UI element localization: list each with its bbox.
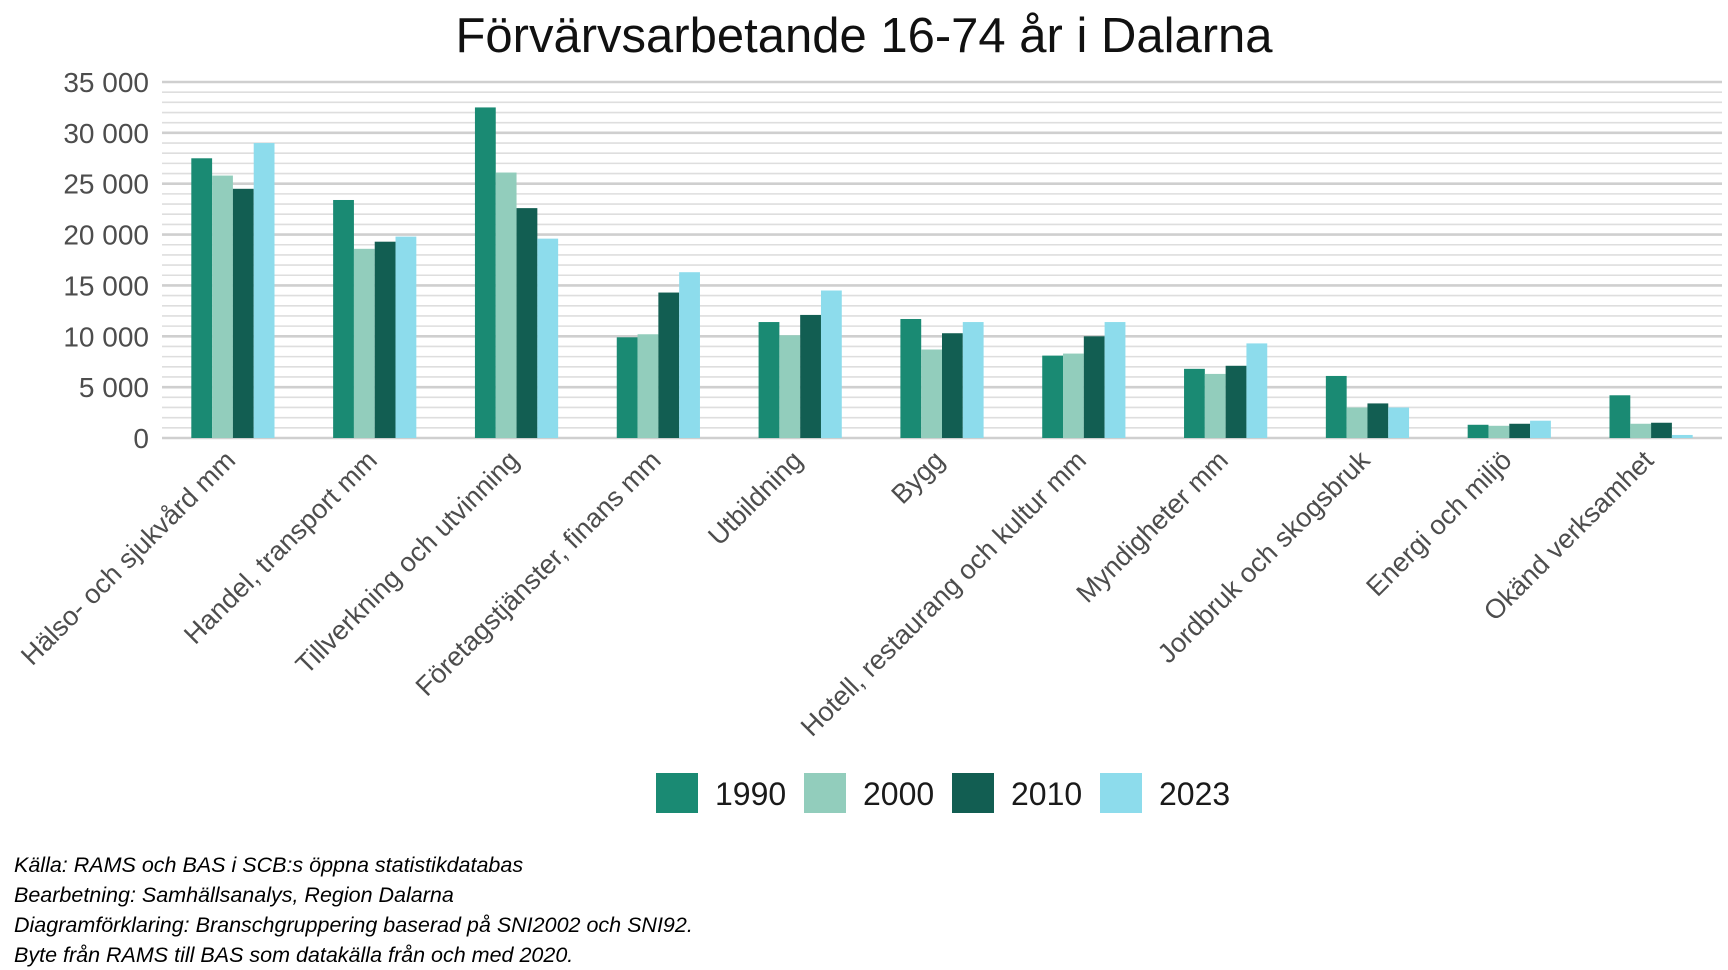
bar-2000	[1346, 407, 1368, 438]
legend-label-2023: 2023	[1159, 776, 1230, 812]
bar-2010	[516, 208, 538, 438]
bar-1990	[1325, 375, 1347, 438]
bar-2010	[374, 241, 396, 438]
bar-1990	[1042, 355, 1064, 438]
legend-swatch-2010	[952, 773, 994, 813]
bar-2010	[658, 292, 680, 438]
bar-2010	[1225, 365, 1247, 438]
y-tick-label: 20 000	[63, 220, 149, 251]
y-tick-label: 25 000	[63, 169, 149, 200]
legend-swatch-1990	[656, 773, 698, 813]
bar-2010	[800, 314, 821, 438]
x-tick-label: Myndigheter mm	[1070, 445, 1233, 608]
x-tick-label: Företagstjänster, finans mm	[410, 445, 667, 702]
y-tick-label: 0	[133, 423, 149, 454]
bar-2010	[1509, 423, 1531, 438]
legend: 1990 2000 2010 2023	[656, 773, 1230, 813]
legend-swatch-2000	[804, 773, 846, 813]
y-tick-label: 10 000	[63, 321, 149, 352]
x-tick-label: Hotell, restaurang och kultur mm	[795, 445, 1092, 742]
bar-2023	[679, 272, 700, 438]
bar-2000	[495, 172, 517, 439]
bar-2023	[395, 236, 417, 438]
legend-label-2000: 2000	[863, 776, 934, 812]
y-tick-label: 35 000	[63, 67, 149, 98]
bar-2000	[779, 335, 801, 438]
legend-label-1990: 1990	[715, 776, 786, 812]
caption-line-source: Källa: RAMS och BAS i SCB:s öppna statis…	[14, 853, 524, 877]
bar-2000	[353, 248, 375, 438]
bar-2000	[1204, 373, 1226, 438]
bar-2023	[820, 290, 842, 438]
y-tick-label: 15 000	[63, 270, 149, 301]
bar-2023	[1246, 343, 1268, 438]
bar-1990	[191, 158, 213, 439]
bar-2023	[962, 322, 984, 438]
bar-2023	[1530, 420, 1551, 438]
bar-1990	[1609, 395, 1631, 438]
bar-1990	[758, 322, 780, 438]
bar-2023	[253, 143, 275, 438]
bars	[191, 107, 1693, 439]
y-axis: 0 5 000 10 000 15 000 20 000 25 000 30 000 35 0…	[63, 67, 149, 454]
bar-2010	[1083, 336, 1105, 438]
bar-2010	[942, 333, 963, 438]
bar-1990	[1184, 368, 1205, 438]
bar-1990	[474, 107, 496, 438]
x-tick-label: Bygg	[886, 445, 951, 510]
bar-2000	[637, 334, 659, 438]
legend-label-2010: 2010	[1011, 776, 1082, 812]
x-tick-label: Utbildning	[702, 445, 808, 551]
chart-title: Förvärvsarbetande 16-74 år i Dalarna	[455, 9, 1273, 63]
caption-line-datasource-change: Byte från RAMS till BAS som datakälla fr…	[14, 943, 574, 967]
bar-2010	[1651, 422, 1672, 438]
bar-2023	[1388, 407, 1410, 438]
bar-2023	[1104, 322, 1126, 438]
bar-1990	[1467, 424, 1489, 438]
bar-1990	[616, 337, 638, 438]
y-tick-label: 30 000	[63, 118, 149, 149]
bar-2000	[212, 175, 233, 438]
bar-2010	[232, 188, 254, 438]
x-tick-label: Energi och miljö	[1360, 445, 1517, 602]
bar-2023	[537, 238, 559, 438]
bar-2000	[1488, 425, 1510, 438]
bar-2000	[1063, 353, 1084, 438]
y-tick-label: 5 000	[79, 372, 149, 403]
caption-line-processing: Bearbetning: Samhällsanalys, Region Dala…	[14, 883, 454, 907]
bar-2000	[1630, 423, 1652, 438]
legend-swatch-2023	[1100, 773, 1142, 813]
bar-2010	[1367, 403, 1389, 438]
bar-1990	[333, 199, 354, 438]
bar-1990	[900, 318, 922, 438]
bar-2023	[1671, 434, 1693, 438]
caption-line-explanation: Diagramförklaring: Branschgruppering bas…	[14, 913, 693, 937]
bar-2000	[921, 349, 942, 438]
source-caption: Källa: RAMS och BAS i SCB:s öppna statis…	[14, 850, 693, 970]
